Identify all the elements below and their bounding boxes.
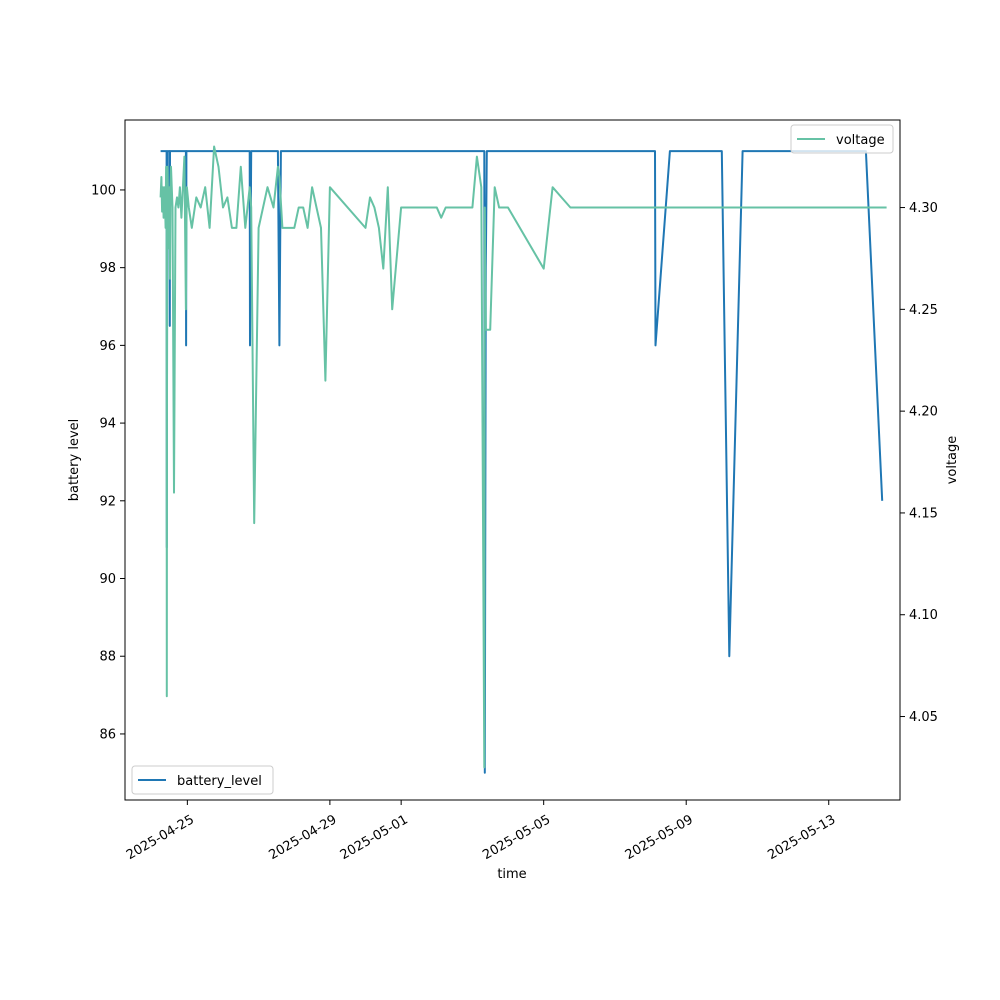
y-axis-left: 86 88 90 92 94 96 98 100 — [91, 183, 125, 742]
legend-battery-level: battery_level — [131, 765, 274, 795]
y-tick-label: 90 — [99, 572, 116, 587]
y-tick-label: 98 — [99, 261, 116, 276]
y-tick-label: 88 — [99, 650, 116, 665]
y2-tick-label: 4.20 — [909, 405, 938, 420]
y-tick-label: 94 — [99, 417, 116, 432]
legend-box — [131, 765, 274, 795]
legend-voltage: voltage — [790, 124, 894, 154]
y-tick-label: 96 — [99, 339, 116, 354]
y2-tick-label: 4.10 — [909, 608, 938, 623]
y-tick-label: 86 — [99, 727, 116, 742]
legend-label-voltage: voltage — [836, 133, 885, 148]
legend-label-battery-level: battery_level — [177, 774, 262, 789]
y2-tick-label: 4.30 — [909, 201, 938, 216]
y2-tick-label: 4.05 — [909, 710, 938, 725]
y-tick-label: 100 — [91, 183, 116, 198]
series-line-voltage — [159, 145, 887, 769]
legend-box — [790, 124, 894, 154]
plot-frame — [124, 119, 901, 801]
y-axis-label: battery level — [67, 419, 82, 502]
y-tick-label: 92 — [99, 494, 116, 509]
x-axis-label: time — [497, 867, 526, 882]
y2-axis-label: voltage — [945, 436, 960, 485]
y2-tick-label: 4.25 — [909, 303, 938, 318]
y-axis-right: 4.05 4.10 4.15 4.20 4.25 4.30 — [900, 201, 938, 725]
y2-tick-label: 4.15 — [909, 506, 938, 521]
series-layer — [159, 145, 887, 774]
